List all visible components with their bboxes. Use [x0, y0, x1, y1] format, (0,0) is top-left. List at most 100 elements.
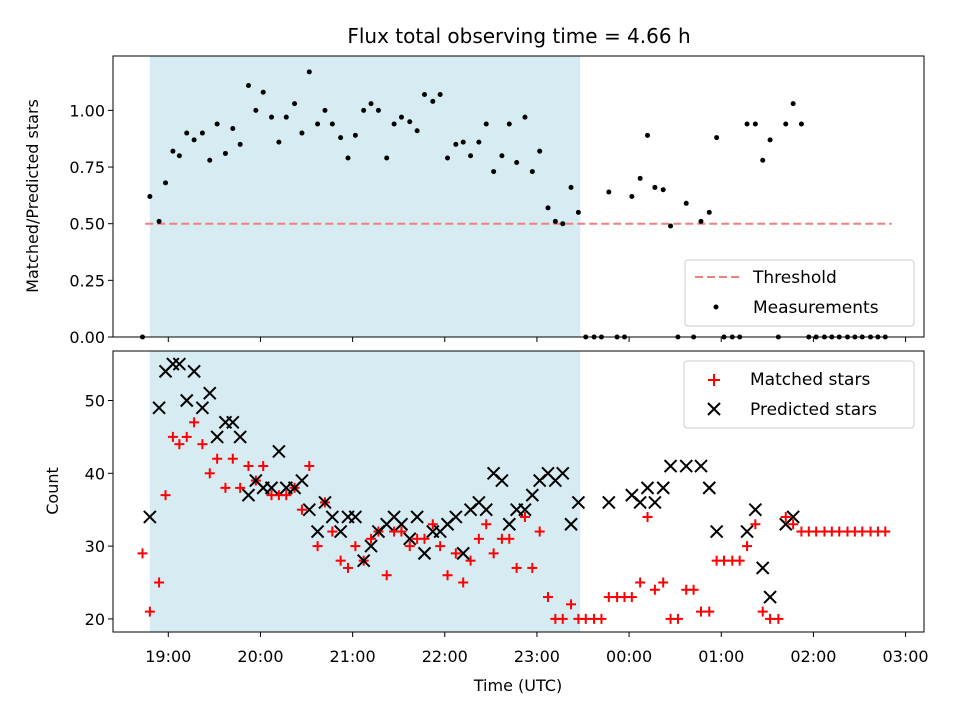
measurement-point: [192, 137, 197, 142]
measurement-point: [269, 115, 274, 120]
measurement-point: [170, 149, 175, 154]
bottom-x-tick-label: 20:00: [237, 647, 283, 666]
measurement-point: [177, 153, 182, 158]
top-shaded-region: [150, 56, 580, 337]
measurement-point: [760, 158, 765, 163]
measurement-point: [468, 153, 473, 158]
bottom-x-tick-label: 19:00: [145, 647, 191, 666]
measurement-point: [299, 131, 304, 136]
measurement-point: [629, 194, 634, 199]
measurement-point: [530, 169, 535, 174]
top-y-tick-label: 0.25: [69, 271, 105, 290]
measurement-point: [560, 221, 565, 226]
measurement-point: [569, 185, 574, 190]
bottom-x-tick-label: 03:00: [883, 647, 929, 666]
legend-measurements-swatch: [714, 305, 719, 310]
measurement-point: [238, 142, 243, 147]
measurement-point: [484, 121, 489, 126]
measurement-point: [476, 140, 481, 145]
top-y-tick-label: 0.50: [69, 215, 105, 234]
measurement-point: [246, 83, 251, 88]
measurement-point: [638, 176, 643, 181]
measurement-point: [684, 201, 689, 206]
measurement-point: [791, 101, 796, 106]
measurement-point: [284, 115, 289, 120]
measurement-point: [415, 128, 420, 133]
measurement-point: [223, 151, 228, 156]
measurement-point: [645, 133, 650, 138]
measurement-point: [200, 131, 205, 136]
bottom-shaded-region: [150, 351, 580, 632]
measurement-point: [438, 92, 443, 97]
measurement-point: [353, 133, 358, 138]
measurement-point: [499, 153, 504, 158]
measurement-point: [668, 223, 673, 228]
measurement-point: [361, 108, 366, 113]
bottom-x-tick-label: 02:00: [790, 647, 836, 666]
measurement-point: [292, 101, 297, 106]
measurement-point: [322, 108, 327, 113]
measurement-point: [507, 121, 512, 126]
measurement-point: [553, 219, 558, 224]
legend-matched-label: Matched stars: [750, 370, 870, 390]
bottom-y-axis-label: Count: [43, 467, 62, 515]
legend-threshold-label: Threshold: [752, 268, 837, 288]
top-y-axis: 0.00 0.25 0.50 0.75 1.00: [69, 101, 113, 347]
measurement-point: [384, 155, 389, 160]
measurement-point: [157, 219, 162, 224]
flux-chart-figure: Flux total observing time = 4.66 h 0.000…: [0, 0, 960, 720]
measurement-point: [453, 142, 458, 147]
measurement-point: [783, 121, 788, 126]
top-x-ticks: [168, 337, 905, 342]
top-legend: Threshold Measurements: [685, 260, 914, 326]
legend-predicted-label: Predicted stars: [750, 400, 877, 420]
measurement-point: [652, 185, 657, 190]
measurement-point: [537, 149, 542, 154]
measurement-point: [707, 210, 712, 215]
measurement-point: [445, 155, 450, 160]
measurement-point: [745, 121, 750, 126]
top-y-tick-label: 1.00: [69, 101, 105, 120]
measurement-point: [799, 121, 804, 126]
measurement-point: [768, 137, 773, 142]
measurement-point: [230, 126, 235, 131]
measurement-point: [576, 210, 581, 215]
measurement-point: [606, 189, 611, 194]
measurement-point: [163, 180, 168, 185]
measurement-point: [184, 131, 189, 136]
measurement-point: [407, 119, 412, 124]
measurement-point: [514, 160, 519, 165]
legend-measurements-label: Measurements: [753, 298, 879, 318]
top-panel: 0.000.250.500.751.00 Matched/Predicted s…: [23, 56, 924, 347]
measurement-point: [330, 121, 335, 126]
bottom-y-tick-label: 20: [85, 610, 105, 629]
measurement-point: [253, 108, 258, 113]
measurement-point: [307, 69, 312, 74]
measurement-point: [147, 194, 152, 199]
bottom-y-axis: 20304050: [85, 392, 113, 629]
measurement-point: [215, 121, 220, 126]
measurement-point: [491, 169, 496, 174]
measurement-point: [698, 219, 703, 224]
measurement-point: [392, 121, 397, 126]
bottom-x-tick-label: 01:00: [698, 647, 744, 666]
bottom-x-axis: 19:00 20:00 21:00 22:00 23:00 00:00 01:00 02:00…: [145, 632, 928, 666]
measurement-point: [430, 99, 435, 104]
measurement-point: [315, 121, 320, 126]
measurement-point: [714, 135, 719, 140]
measurement-point: [207, 158, 212, 163]
measurement-point: [461, 140, 466, 145]
measurement-point: [753, 121, 758, 126]
measurement-point: [661, 187, 666, 192]
bottom-x-axis-label: Time (UTC): [473, 676, 562, 695]
measurement-point: [338, 135, 343, 140]
bottom-x-tick-label: 00:00: [606, 647, 652, 666]
top-y-tick-label: 0.00: [69, 328, 105, 347]
top-y-tick-label: 0.75: [69, 158, 105, 177]
measurement-point: [346, 155, 351, 160]
measurement-point: [399, 115, 404, 120]
chart-title: Flux total observing time = 4.66 h: [347, 24, 690, 48]
bottom-x-tick-label: 23:00: [514, 647, 560, 666]
measurement-point: [545, 205, 550, 210]
bottom-y-tick-label: 40: [85, 464, 105, 483]
